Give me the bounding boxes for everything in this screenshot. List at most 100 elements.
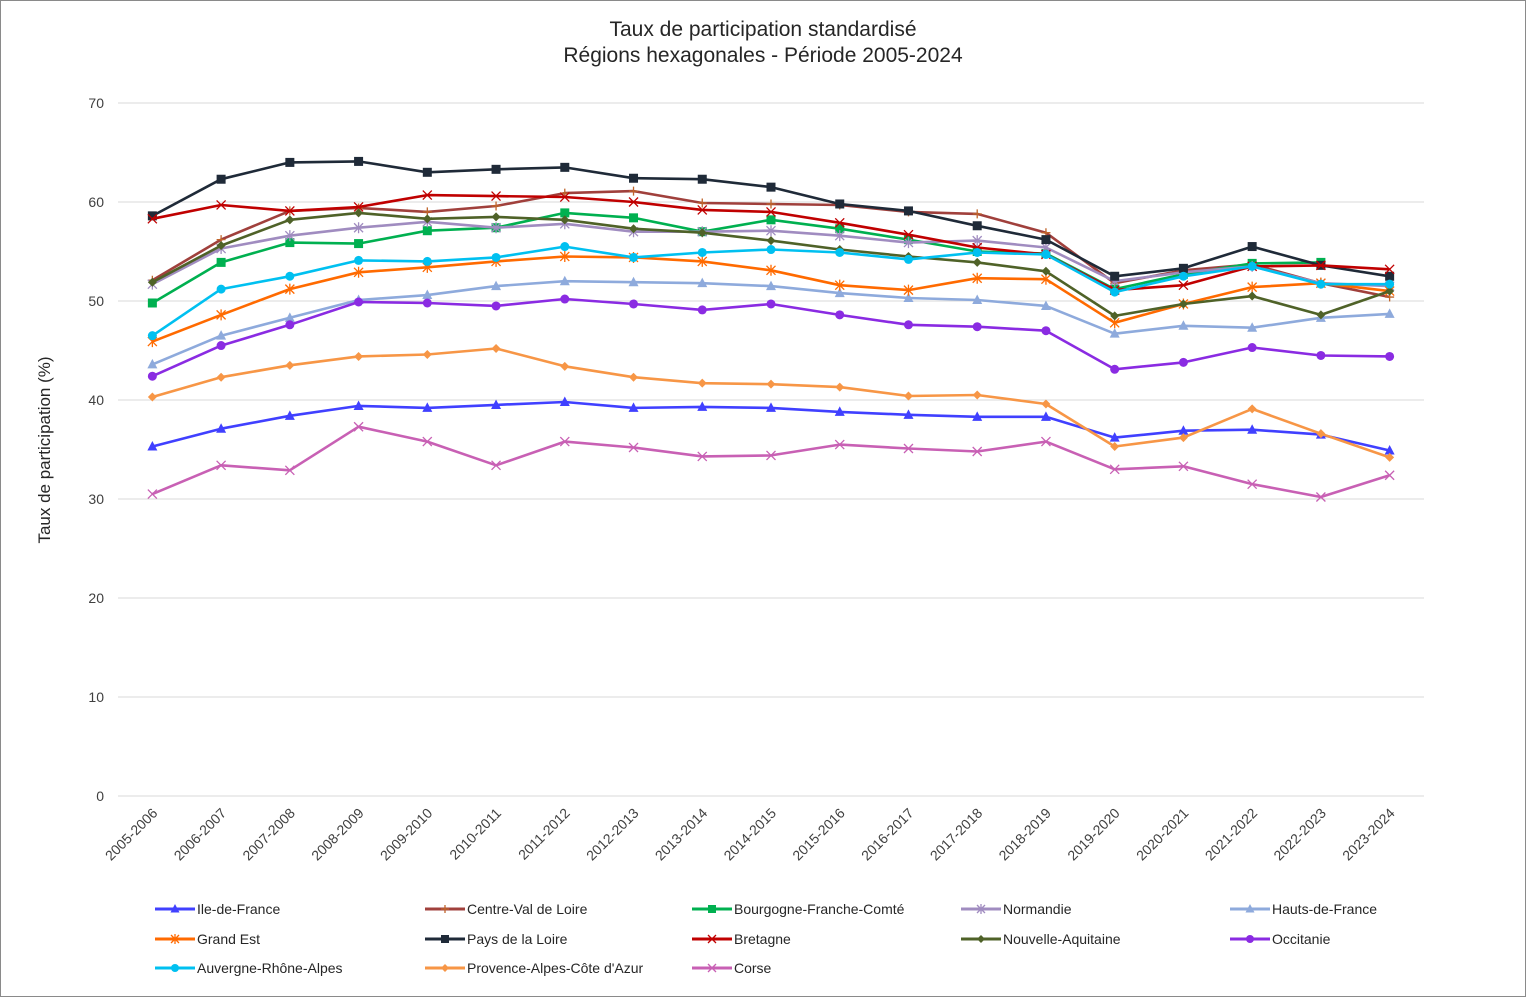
data-point [560,162,570,172]
series-line [151,425,1390,499]
legend-item[interactable]: Bourgogne-Franche-Comté [692,898,904,920]
data-point [1247,261,1257,271]
data-point [972,390,982,400]
data-point [1109,432,1120,442]
legend-item[interactable]: Centre-Val de Loire [425,898,587,920]
data-point [1178,280,1189,291]
series-line [151,279,1390,366]
data-point [972,257,982,267]
data-point [491,201,501,211]
data-point [903,320,913,330]
legend-item[interactable]: Provence-Alpes-Côte d'Azur [425,957,643,979]
data-point [903,391,913,401]
data-point [1040,436,1051,447]
data-point [1247,322,1258,332]
data-point [835,382,845,392]
x-tick-label: 2020-2021 [1133,805,1192,864]
data-point [491,460,502,471]
y-tick-label: 30 [88,491,104,507]
data-point [1110,364,1120,374]
data-point [766,199,776,209]
chart-title-line-2: Régions hexagonales - Période 2005-2024 [563,44,963,67]
legend-item[interactable]: Ile-de-France [155,898,280,920]
legend-item[interactable]: Hauts-de-France [1230,898,1377,920]
legend-item[interactable]: Bretagne [692,928,791,950]
data-point [697,277,708,288]
legend-item[interactable]: Pays de la Loire [425,928,567,950]
data-point [1040,300,1051,310]
data-point [1178,433,1188,443]
x-tick-label: 2006-2007 [171,805,230,864]
data-point [766,264,776,276]
legend-item[interactable]: Nouvelle-Aquitaine [961,928,1121,950]
data-point [1315,260,1326,271]
data-point [903,409,914,419]
data-point [491,164,501,174]
data-point [834,439,845,450]
data-point [422,256,432,266]
legend-item[interactable]: Occitanie [1230,928,1330,950]
legend-item[interactable]: Normandie [961,898,1071,920]
legend-item[interactable]: Corse [692,957,771,979]
legend-item[interactable]: Auvergne-Rhône-Alpes [155,957,343,979]
data-point [1110,287,1120,297]
data-point [1178,263,1188,273]
data-point [284,410,295,420]
data-point [903,229,914,240]
data-point [697,255,708,267]
data-point [697,305,707,315]
legend-swatch-icon [425,935,465,943]
data-point [1247,479,1258,490]
data-point [1384,264,1395,275]
series-auvergne-rh-ne-alpes [147,242,1395,341]
legend-swatch-icon [1230,904,1270,913]
data-point [354,156,364,166]
series-line [151,211,1321,305]
data-point [216,309,227,321]
data-point [354,239,364,249]
data-point [977,935,985,943]
y-axis-title: Taux de participation (%) [35,356,54,543]
data-point [972,209,982,219]
series-line [151,245,1390,337]
data-point [1247,404,1257,414]
data-point [1247,291,1257,301]
data-point [491,280,502,291]
data-point [147,277,157,287]
data-point [170,904,180,913]
data-point [835,247,845,257]
legend-swatch-icon [155,934,195,944]
data-point [629,173,639,183]
legend-label: Provence-Alpes-Côte d'Azur [467,960,644,976]
legend-swatch-icon [692,905,732,913]
legend-item[interactable]: Grand Est [155,928,260,950]
data-point [835,310,845,320]
data-point [491,399,502,409]
legend-swatch-icon [1230,935,1270,943]
data-point [1247,343,1257,353]
data-point [766,450,776,461]
data-point [903,254,913,264]
series-occitanie [147,294,1395,381]
series-pays-de-la-loire [147,156,1395,281]
data-point [285,238,295,248]
data-point [422,214,432,224]
data-point [1110,442,1120,452]
data-point [216,423,227,433]
data-point [1041,266,1051,276]
data-point [284,230,295,242]
y-axis-ticks: 0 10 20 30 40 50 60 70 [88,95,104,804]
data-point [903,237,914,249]
y-tick-label: 70 [88,95,104,111]
legend-label: Corse [734,960,772,976]
x-tick-label: 2005-2006 [102,805,161,864]
data-point [491,191,502,202]
data-point [697,198,707,208]
x-tick-label: 2014-2015 [720,805,779,864]
data-point [216,372,226,382]
data-point [628,197,639,207]
legend-swatch-icon [692,934,732,944]
legend-label: Hauts-de-France [1272,901,1378,917]
data-point [216,284,226,294]
data-point [972,294,983,305]
